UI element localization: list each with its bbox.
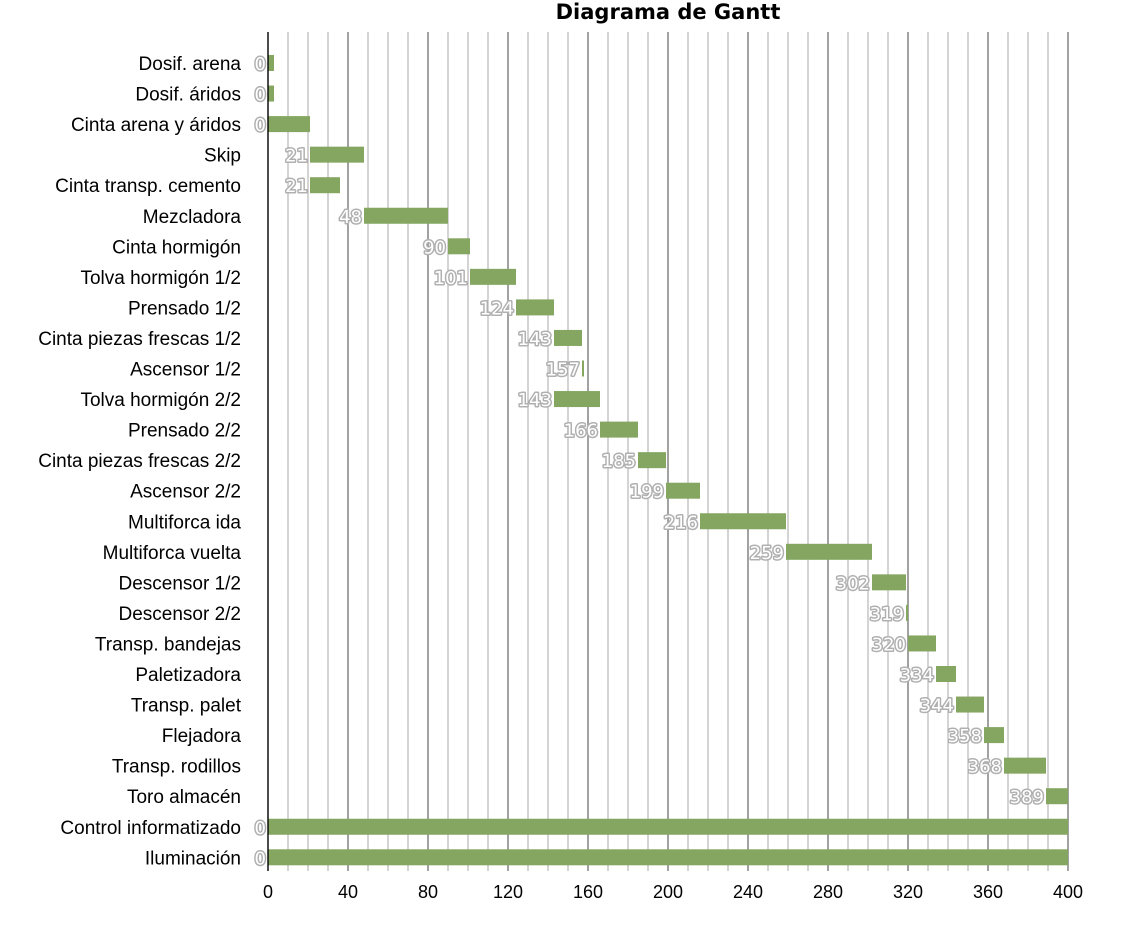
data-label-22: 358	[948, 726, 982, 747]
x-tick-240: 240	[733, 882, 763, 902]
category-label-22: Flejadora	[162, 726, 242, 747]
bar-26	[268, 849, 1068, 865]
category-label-8: Prensado 1/2	[128, 298, 241, 319]
data-label-0: 0	[255, 54, 266, 75]
x-tick-320: 320	[893, 882, 923, 902]
bar-1	[268, 86, 274, 102]
data-label-25: 0	[255, 818, 266, 839]
bar-0	[268, 55, 274, 71]
data-label-12: 166	[564, 421, 598, 442]
data-label-24: 389	[1010, 787, 1044, 808]
category-label-2: Cinta arena y áridos	[71, 115, 241, 136]
bar-6	[448, 238, 470, 254]
category-label-25: Control informatizado	[60, 818, 241, 839]
bar-9	[554, 330, 582, 346]
bar-10	[582, 361, 584, 377]
bar-23	[1004, 758, 1046, 774]
category-label-10: Ascensor 1/2	[130, 360, 241, 381]
data-label-9: 143	[518, 329, 552, 350]
category-label-7: Tolva hormigón 1/2	[80, 268, 241, 289]
x-tick-0: 0	[263, 882, 273, 902]
x-tick-160: 160	[573, 882, 603, 902]
data-label-1: 0	[255, 85, 266, 106]
data-label-20: 334	[900, 665, 934, 686]
category-label-6: Cinta hormigón	[112, 237, 241, 258]
x-tick-200: 200	[653, 882, 683, 902]
x-tick-40: 40	[338, 882, 358, 902]
data-label-2: 0	[255, 115, 266, 136]
data-label-14: 199	[630, 482, 664, 503]
category-label-24: Toro almacén	[127, 787, 241, 808]
category-label-16: Multiforca vuelta	[103, 543, 242, 564]
category-labels: Dosif. arena Dosif. áridos Cinta arena y á…	[38, 54, 241, 869]
data-label-4: 21	[285, 176, 308, 197]
x-tick-360: 360	[973, 882, 1003, 902]
data-label-13: 185	[602, 451, 636, 472]
bar-17	[872, 574, 906, 590]
category-label-17: Descensor 1/2	[118, 573, 241, 594]
category-label-5: Mezcladora	[143, 207, 242, 228]
x-tick-120: 120	[493, 882, 523, 902]
data-label-23: 368	[968, 757, 1002, 778]
category-label-19: Transp. bandejas	[95, 634, 241, 655]
chart-title: Diagrama de Gantt	[556, 0, 781, 24]
category-label-12: Prensado 2/2	[128, 421, 241, 442]
category-label-23: Transp. rodillos	[112, 757, 241, 778]
bar-14	[666, 483, 700, 499]
bar-15	[700, 513, 786, 529]
data-label-6: 90	[423, 237, 446, 258]
x-tick-80: 80	[418, 882, 438, 902]
category-label-26: Iluminación	[145, 848, 241, 869]
bar-5	[364, 208, 448, 224]
bar-25	[268, 819, 1068, 835]
data-label-16: 259	[750, 543, 784, 564]
data-label-19: 320	[872, 634, 906, 655]
category-label-3: Skip	[204, 146, 241, 167]
bar-22	[984, 727, 1004, 743]
category-label-21: Transp. palet	[131, 696, 242, 717]
bar-20	[936, 666, 956, 682]
category-label-0: Dosif. arena	[139, 54, 242, 75]
x-tick-280: 280	[813, 882, 843, 902]
data-label-18: 319	[870, 604, 904, 625]
category-label-9: Cinta piezas frescas 1/2	[38, 329, 241, 350]
category-label-20: Paletizadora	[135, 665, 241, 686]
data-label-5: 48	[339, 207, 362, 228]
x-axis-ticks: 0 40 80 120 160 200 240 280 320 360 400	[263, 882, 1083, 902]
data-label-11: 143	[518, 390, 552, 411]
bar-12	[600, 422, 638, 438]
category-label-11: Tolva hormigón 2/2	[80, 390, 241, 411]
bar-19	[908, 635, 936, 651]
category-label-1: Dosif. áridos	[135, 85, 241, 106]
data-label-21: 344	[920, 696, 954, 717]
bar-21	[956, 697, 984, 713]
data-label-7: 101	[434, 268, 468, 289]
data-label-26: 0	[255, 848, 266, 869]
category-label-13: Cinta piezas frescas 2/2	[38, 451, 241, 472]
data-label-15: 216	[664, 512, 698, 533]
bar-8	[516, 299, 554, 315]
bar-2	[268, 116, 310, 132]
data-label-10: 157	[546, 360, 580, 381]
bar-11	[554, 391, 600, 407]
bar-13	[638, 452, 666, 468]
bar-7	[470, 269, 516, 285]
bar-16	[786, 544, 872, 560]
category-label-15: Multiforca ida	[128, 512, 241, 533]
category-label-18: Descensor 2/2	[118, 604, 241, 625]
bar-3	[310, 147, 364, 163]
bar-24	[1046, 788, 1068, 804]
bar-18	[906, 605, 908, 621]
data-label-17: 302	[836, 573, 870, 594]
category-label-4: Cinta transp. cemento	[55, 176, 241, 197]
bar-4	[310, 177, 340, 193]
x-tick-400: 400	[1053, 882, 1083, 902]
data-label-3: 21	[285, 146, 308, 167]
category-label-14: Ascensor 2/2	[130, 482, 241, 503]
data-label-8: 124	[480, 298, 514, 319]
